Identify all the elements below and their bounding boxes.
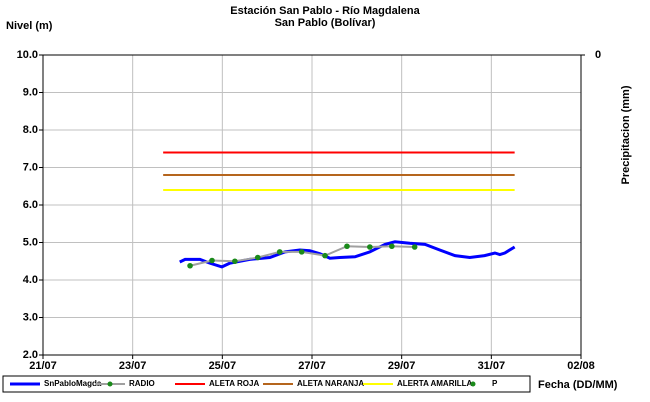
series-marker [411,244,418,250]
series-marker [389,243,395,250]
x-tick-label: 27/07 [298,360,326,372]
series-marker [187,262,193,269]
x-tick-label: 31/07 [478,360,506,372]
y-tick-label: 8.0 [23,124,38,136]
y-tick-label: 2.0 [23,349,38,361]
y-tick-label: 5.0 [23,236,38,248]
y2-tick-label: 0 [595,49,601,61]
plot-frame [42,54,582,356]
y-axis-label: Nivel (m) [6,20,53,32]
legend-label: P [492,379,498,388]
y2-axis-label: Precipitacion (mm) [620,85,632,184]
x-tick-label: 29/07 [388,360,416,372]
series-marker [367,244,373,250]
y-tick-label: 7.0 [23,161,38,173]
series-marker [254,254,261,261]
series-marker [276,249,283,255]
x-tick-label: 21/07 [29,360,57,372]
legend-label: ALETA NARANJA [297,379,364,388]
series-marker [209,257,215,264]
x-tick-label: 02/08 [567,360,595,372]
x-tick-label: 23/07 [119,360,147,372]
legend-label: ALETA ROJA [209,379,259,388]
y-tick-label: 9.0 [23,86,38,98]
legend-label: RADIO [129,379,155,388]
x-tick-label: 25/07 [209,360,237,372]
legend-box [2,375,531,393]
chart-subtitle: San Pablo (Bolívar) [275,17,376,29]
series-marker [344,243,350,250]
series-marker [298,249,305,255]
legend-label: SnPabloMagda [44,379,102,388]
legend-marker [470,381,476,387]
x-axis-label: Fecha (DD/MM) [538,379,618,391]
y-tick-label: 4.0 [23,274,38,286]
legend-marker [107,381,113,387]
y-tick-label: 3.0 [23,311,38,323]
series-marker [232,258,238,265]
series-line [179,240,516,269]
y-tick-label: 6.0 [23,199,38,211]
legend-label: ALERTA AMARILLA [397,379,472,388]
chart-title: Estación San Pablo - Río Magdalena [230,5,420,17]
y-tick-label: 10.0 [17,49,38,61]
series-marker [322,252,328,259]
